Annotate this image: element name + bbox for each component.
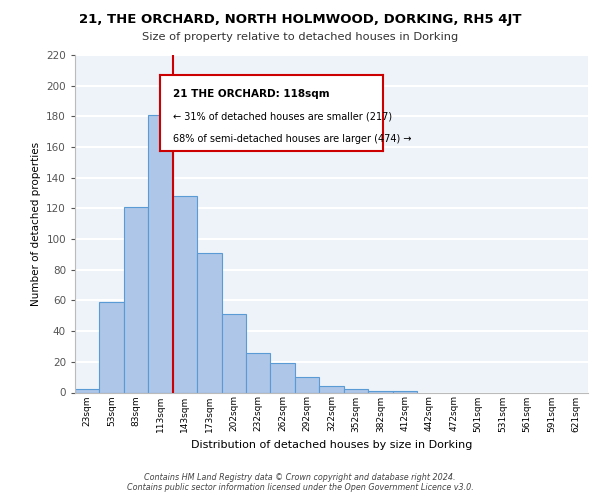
Bar xyxy=(100,302,124,392)
Text: Contains HM Land Registry data © Crown copyright and database right 2024.
Contai: Contains HM Land Registry data © Crown c… xyxy=(127,473,473,492)
Bar xyxy=(319,386,344,392)
Bar xyxy=(221,314,246,392)
Y-axis label: Number of detached properties: Number of detached properties xyxy=(31,142,41,306)
Bar xyxy=(173,196,197,392)
X-axis label: Distribution of detached houses by size in Dorking: Distribution of detached houses by size … xyxy=(191,440,472,450)
Bar xyxy=(368,391,392,392)
Bar xyxy=(295,377,319,392)
Bar xyxy=(124,207,148,392)
Text: Size of property relative to detached houses in Dorking: Size of property relative to detached ho… xyxy=(142,32,458,42)
Bar xyxy=(246,352,271,393)
Bar xyxy=(75,390,100,392)
Bar xyxy=(148,115,173,392)
Text: 21, THE ORCHARD, NORTH HOLMWOOD, DORKING, RH5 4JT: 21, THE ORCHARD, NORTH HOLMWOOD, DORKING… xyxy=(79,12,521,26)
Bar xyxy=(392,391,417,392)
Bar xyxy=(197,253,221,392)
Bar xyxy=(271,364,295,392)
Bar xyxy=(344,390,368,392)
